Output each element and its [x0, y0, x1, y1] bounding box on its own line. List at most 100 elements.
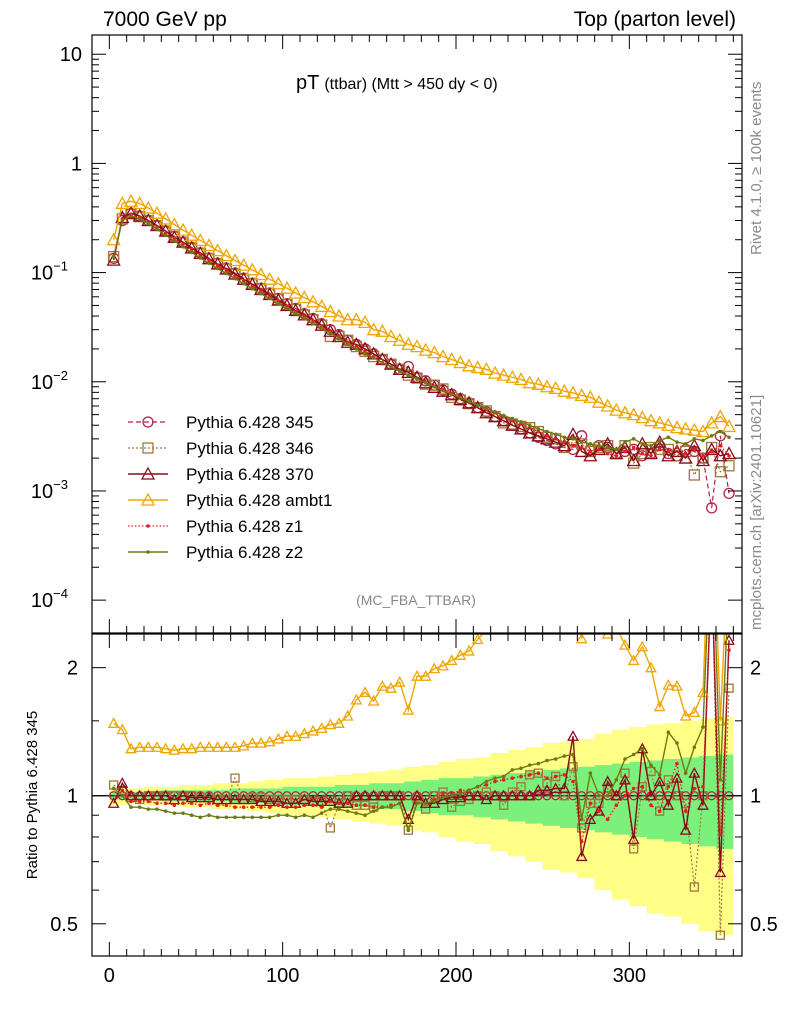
ratio-point-pythia-6-428-z2 [259, 815, 263, 820]
ratio-point-pythia-6-428-z1 [363, 803, 367, 808]
ratio-point-pythia-6-428-346 [715, 930, 725, 940]
main-point-pythia-6-428-z2 [519, 419, 523, 424]
ratio-point-pythia-6-428-346 [499, 800, 509, 810]
main-point-pythia-6-428-ambt1 [349, 312, 364, 326]
ratio-point-pythia-6-428-ambt1 [159, 742, 172, 754]
ratio-point-pythia-6-428-ambt1 [471, 634, 484, 645]
main-point-pythia-6-428-346 [697, 452, 709, 464]
main-point-pythia-6-428-ambt1 [193, 233, 208, 247]
ratio-point-pythia-6-428-z1 [631, 786, 636, 791]
ratio-point-pythia-6-428-370 [194, 791, 207, 803]
main-point-pythia-6-428-z1 [683, 451, 688, 456]
main-line-pythia-6-428-ambt1 [112, 200, 730, 433]
main-point-pythia-6-428-z2 [155, 227, 159, 231]
main-point-pythia-6-428-ambt1 [470, 360, 485, 374]
main-point-pythia-6-428-z2 [510, 416, 515, 421]
ratio-point-pythia-6-428-z1 [527, 772, 532, 777]
ratio-point-pythia-6-428-z1 [657, 809, 662, 813]
ratio-point-pythia-6-428-ambt1 [499, 614, 509, 623]
ratio-y-tick-label: 2 [67, 658, 78, 680]
main-point-pythia-6-428-ambt1 [158, 211, 173, 225]
main-point-pythia-6-428-370 [427, 379, 442, 393]
main-point-pythia-6-428-ambt1 [505, 369, 520, 383]
main-point-pythia-6-428-370 [123, 205, 139, 219]
main-y-tick-label: 10−2 [31, 368, 68, 394]
ratio-point-pythia-6-428-ambt1 [185, 742, 198, 754]
main-point-pythia-6-428-370 [574, 444, 589, 458]
main-point-pythia-6-428-346 [532, 425, 544, 438]
ratio-point-pythia-6-428-ambt1 [333, 717, 345, 728]
main-point-pythia-6-428-z1 [259, 289, 263, 293]
main-point-pythia-6-428-ambt1 [383, 329, 399, 343]
ratio-point-pythia-6-428-ambt1 [454, 649, 467, 660]
ratio-point-pythia-6-428-z2 [276, 813, 281, 818]
main-point-pythia-6-428-ambt1 [132, 196, 147, 210]
main-point-pythia-6-428-ambt1 [366, 322, 381, 336]
ratio-point-pythia-6-428-346 [421, 804, 431, 814]
ratio-point-pythia-6-428-370 [541, 784, 553, 795]
ratio-point-pythia-6-428-ambt1 [272, 732, 285, 744]
main-point-pythia-6-428-z2 [527, 423, 532, 428]
main-point-pythia-6-428-z1 [701, 453, 705, 458]
ratio-point-pythia-6-428-z2 [710, 513, 714, 517]
ratio-point-pythia-6-428-z1 [267, 805, 272, 809]
main-point-pythia-6-428-z1 [623, 449, 627, 454]
ratio-point-pythia-6-428-ambt1 [211, 741, 224, 752]
ratio-point-pythia-6-428-ambt1 [636, 640, 649, 652]
main-point-pythia-6-428-z2 [207, 261, 211, 265]
ratio-point-pythia-6-428-z2 [311, 815, 315, 820]
ratio-point-pythia-6-428-ambt1 [385, 682, 397, 693]
ratio-point-pythia-6-428-z2 [441, 795, 445, 800]
legend-marker [142, 442, 154, 454]
ratio-point-pythia-6-428-z2 [701, 725, 705, 729]
ratio-y-tick-label-right: 0.5 [750, 914, 778, 936]
ratio-point-pythia-6-428-ambt1 [688, 706, 701, 718]
ratio-point-pythia-6-428-370 [463, 789, 475, 801]
main-point-pythia-6-428-z1 [276, 299, 281, 303]
ratio-point-pythia-6-428-z1 [666, 784, 671, 789]
ratio-point-pythia-6-428-ambt1 [255, 736, 267, 748]
main-point-pythia-6-428-ambt1 [427, 345, 442, 359]
main-point-pythia-6-428-ambt1 [721, 419, 737, 433]
main-point-pythia-6-428-z2 [458, 396, 463, 400]
ratio-point-pythia-6-428-z1 [163, 801, 168, 806]
ratio-point-pythia-6-428-z1 [354, 803, 359, 808]
ratio-point-pythia-6-428-370 [688, 766, 701, 778]
main-point-pythia-6-428-ambt1 [617, 405, 633, 419]
main-point-pythia-6-428-ambt1 [591, 394, 607, 408]
ratio-point-pythia-6-428-z2 [449, 793, 454, 798]
ratio-point-pythia-6-428-346 [325, 823, 335, 833]
ratio-point-pythia-6-428-z2 [120, 793, 125, 798]
ratio-y-axis-label: Ratio to Pythia 6.428 345 [24, 711, 41, 879]
legend-marker [146, 550, 150, 554]
ratio-point-pythia-6-428-z2 [371, 809, 376, 813]
main-point-pythia-6-428-370 [626, 453, 641, 467]
legend-entry-pythia-6-428-370: Pythia 6.428 370 [128, 465, 314, 484]
main-point-pythia-6-428-ambt1 [106, 232, 121, 246]
main-point-pythia-6-428-346 [411, 372, 423, 384]
ratio-point-pythia-6-428-ambt1 [220, 741, 233, 752]
ratio-point-pythia-6-428-345 [542, 791, 552, 801]
ratio-point-pythia-6-428-ambt1 [142, 741, 155, 752]
main-y-tick-base: 10 [31, 263, 53, 285]
ratio-point-pythia-6-428-z2 [510, 768, 515, 772]
ratio-point-pythia-6-428-370 [393, 789, 406, 801]
legend-label: Pythia 6.428 z1 [186, 517, 303, 536]
ratio-point-pythia-6-428-ambt1 [168, 743, 181, 755]
main-point-pythia-6-428-z2 [189, 250, 194, 255]
ratio-point-pythia-6-428-ambt1 [203, 741, 215, 752]
main-point-pythia-6-428-z1 [545, 433, 549, 438]
main-point-pythia-6-428-z1 [718, 443, 723, 448]
ratio-point-pythia-6-428-z2 [727, 576, 731, 580]
ratio-point-pythia-6-428-370 [601, 775, 614, 787]
ratio-point-pythia-6-428-ambt1 [307, 724, 319, 736]
ratio-point-pythia-6-428-z1 [337, 801, 341, 806]
ratio-series-pythia-6-428-370 [107, 634, 735, 878]
ratio-point-pythia-6-428-z1 [441, 792, 445, 796]
main-point-pythia-6-428-ambt1 [574, 388, 589, 402]
ratio-point-pythia-6-428-z1 [120, 788, 125, 793]
main-point-pythia-6-428-z2 [198, 256, 203, 260]
ratio-point-pythia-6-428-370 [445, 791, 458, 803]
main-point-pythia-6-428-z2 [631, 437, 636, 441]
